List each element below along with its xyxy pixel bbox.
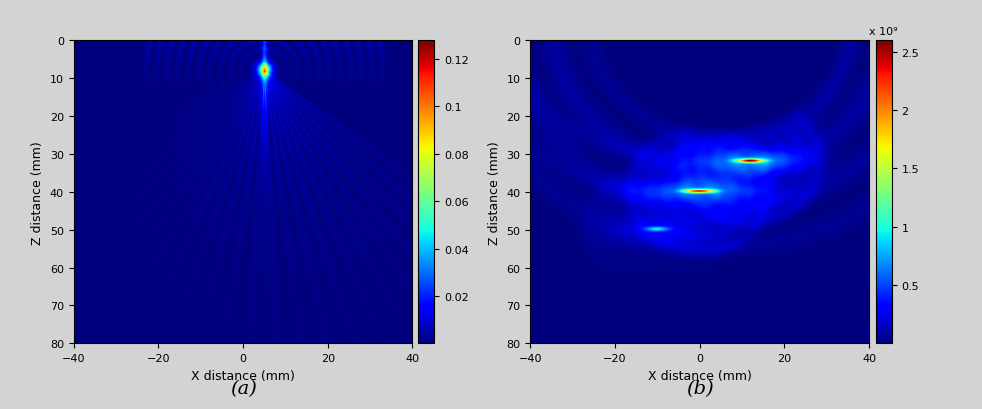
Y-axis label: Z distance (mm): Z distance (mm) bbox=[488, 140, 501, 244]
Y-axis label: Z distance (mm): Z distance (mm) bbox=[31, 140, 44, 244]
Text: (a): (a) bbox=[230, 379, 257, 397]
X-axis label: X distance (mm): X distance (mm) bbox=[648, 369, 751, 382]
Text: (b): (b) bbox=[686, 379, 714, 397]
Title: x 10⁹: x 10⁹ bbox=[869, 27, 899, 37]
X-axis label: X distance (mm): X distance (mm) bbox=[191, 369, 295, 382]
